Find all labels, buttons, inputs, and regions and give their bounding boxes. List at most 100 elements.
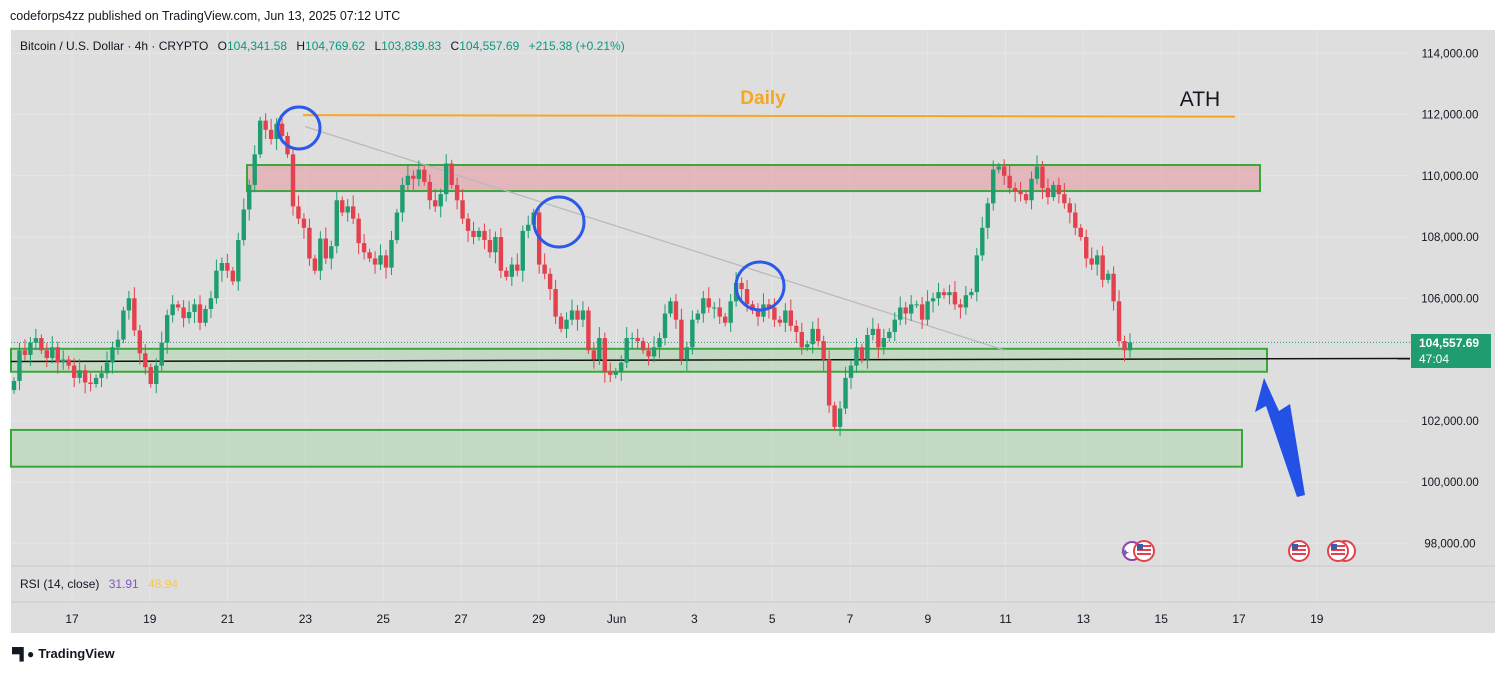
candle-body bbox=[471, 230, 476, 237]
time-tick-label: 15 bbox=[1155, 612, 1169, 626]
candle-body bbox=[772, 307, 777, 320]
candle-body bbox=[214, 270, 219, 299]
candle-body bbox=[416, 169, 422, 179]
candle-body bbox=[766, 304, 772, 308]
price-axis: 114,000.00 112,000.00 110,000.00 108,000.00… bbox=[1421, 48, 1479, 550]
candle-body bbox=[739, 282, 744, 290]
us-flag-icon bbox=[1133, 540, 1155, 562]
candle-body bbox=[11, 380, 17, 391]
candle-body bbox=[854, 347, 859, 366]
candle-body bbox=[17, 350, 22, 381]
candle-body bbox=[755, 310, 761, 317]
candle-body bbox=[55, 347, 60, 363]
candle-body bbox=[542, 264, 547, 274]
candle-body bbox=[296, 206, 301, 219]
time-tick-label: 17 bbox=[1232, 612, 1246, 626]
candle-body bbox=[547, 273, 553, 290]
candle-body bbox=[438, 194, 443, 207]
us-flag-icon bbox=[1327, 540, 1349, 562]
candle-body bbox=[1029, 178, 1034, 201]
candle-body bbox=[936, 292, 941, 299]
candle-body bbox=[290, 154, 296, 207]
candle-body bbox=[181, 307, 186, 319]
rsi-legend[interactable]: RSI (14, close) 31.91 48.94 bbox=[20, 577, 178, 591]
candle-body bbox=[608, 371, 613, 375]
candles bbox=[11, 113, 1133, 437]
candle-body bbox=[564, 319, 569, 329]
candle-body bbox=[504, 270, 509, 277]
event-icons: ✦ bbox=[1120, 540, 1356, 562]
candle-body bbox=[624, 338, 629, 363]
price-tick-label: 108,000.00 bbox=[1421, 232, 1479, 244]
candle-body bbox=[449, 163, 454, 185]
candle-body bbox=[121, 310, 126, 340]
candle-body bbox=[274, 123, 279, 139]
candle-body bbox=[908, 304, 914, 314]
candle-body bbox=[77, 370, 82, 378]
ath-line bbox=[302, 114, 1236, 118]
candle-body bbox=[815, 328, 821, 342]
candle-body bbox=[493, 237, 498, 253]
ath-label: ATH bbox=[1180, 88, 1220, 111]
candle-body bbox=[361, 243, 367, 253]
candle-body bbox=[580, 310, 586, 320]
candle-body bbox=[892, 319, 897, 332]
candle-body bbox=[662, 313, 668, 339]
candle-body bbox=[252, 154, 257, 185]
price-tick-label: 110,000.00 bbox=[1422, 171, 1479, 183]
open-value: 104,341.58 bbox=[226, 39, 288, 53]
time-tick-label: 3 bbox=[691, 612, 698, 626]
candle-body bbox=[1105, 273, 1111, 280]
candle-body bbox=[646, 350, 651, 357]
candle-body bbox=[1067, 203, 1073, 213]
symbol-header[interactable]: Bitcoin / U.S. Dollar · 4h · CRYPTO O104… bbox=[20, 39, 625, 53]
candle-body bbox=[553, 289, 558, 317]
price-tick-label: 100,000.00 bbox=[1421, 477, 1479, 489]
candle-body bbox=[701, 298, 706, 314]
time-tick-label: 5 bbox=[769, 612, 776, 626]
candle-body bbox=[985, 203, 990, 228]
candle-body bbox=[941, 292, 947, 296]
candle-body bbox=[427, 181, 432, 201]
candle-body bbox=[323, 238, 329, 259]
candle-body bbox=[1012, 188, 1018, 192]
candle-body bbox=[925, 301, 930, 320]
candle-body bbox=[712, 307, 717, 309]
candle-body bbox=[208, 298, 214, 309]
candle-body bbox=[1018, 191, 1023, 195]
candle-body bbox=[411, 175, 416, 179]
time-tick-label: 29 bbox=[532, 612, 546, 626]
candle-body bbox=[126, 298, 132, 311]
tradingview-logo[interactable]: ▀▌● TradingView bbox=[12, 646, 115, 661]
candle-body bbox=[400, 184, 405, 213]
candle-body bbox=[241, 209, 246, 241]
candle-body bbox=[1084, 237, 1089, 259]
candle-body bbox=[159, 342, 164, 366]
candle-body bbox=[192, 304, 197, 313]
candle-body bbox=[383, 255, 389, 268]
candle-body bbox=[1100, 255, 1105, 280]
candle-body bbox=[1023, 194, 1029, 201]
candle-body bbox=[219, 263, 225, 271]
candle-body bbox=[1073, 212, 1078, 228]
candle-body bbox=[197, 304, 203, 323]
last-price-tag: 104,557.69 47:04 bbox=[1411, 334, 1491, 368]
candle-body bbox=[575, 310, 580, 320]
circle-right bbox=[734, 260, 786, 312]
candle-body bbox=[558, 316, 564, 329]
candle-body bbox=[71, 365, 77, 378]
candle-body bbox=[104, 362, 110, 374]
candle-body bbox=[1094, 255, 1100, 265]
candle-body bbox=[334, 200, 339, 247]
candle-body bbox=[460, 200, 465, 219]
price-tick-label: 112,000.00 bbox=[1422, 110, 1479, 122]
us-flag-icon bbox=[1288, 540, 1310, 562]
candle-body bbox=[520, 230, 525, 271]
candle-body bbox=[236, 240, 241, 282]
rsi-label: RSI (14, close) bbox=[20, 577, 100, 591]
zone-support-2 bbox=[10, 428, 1243, 468]
time-tick-label: 17 bbox=[65, 612, 79, 626]
candle-body bbox=[143, 353, 148, 368]
candle-body bbox=[602, 338, 608, 372]
